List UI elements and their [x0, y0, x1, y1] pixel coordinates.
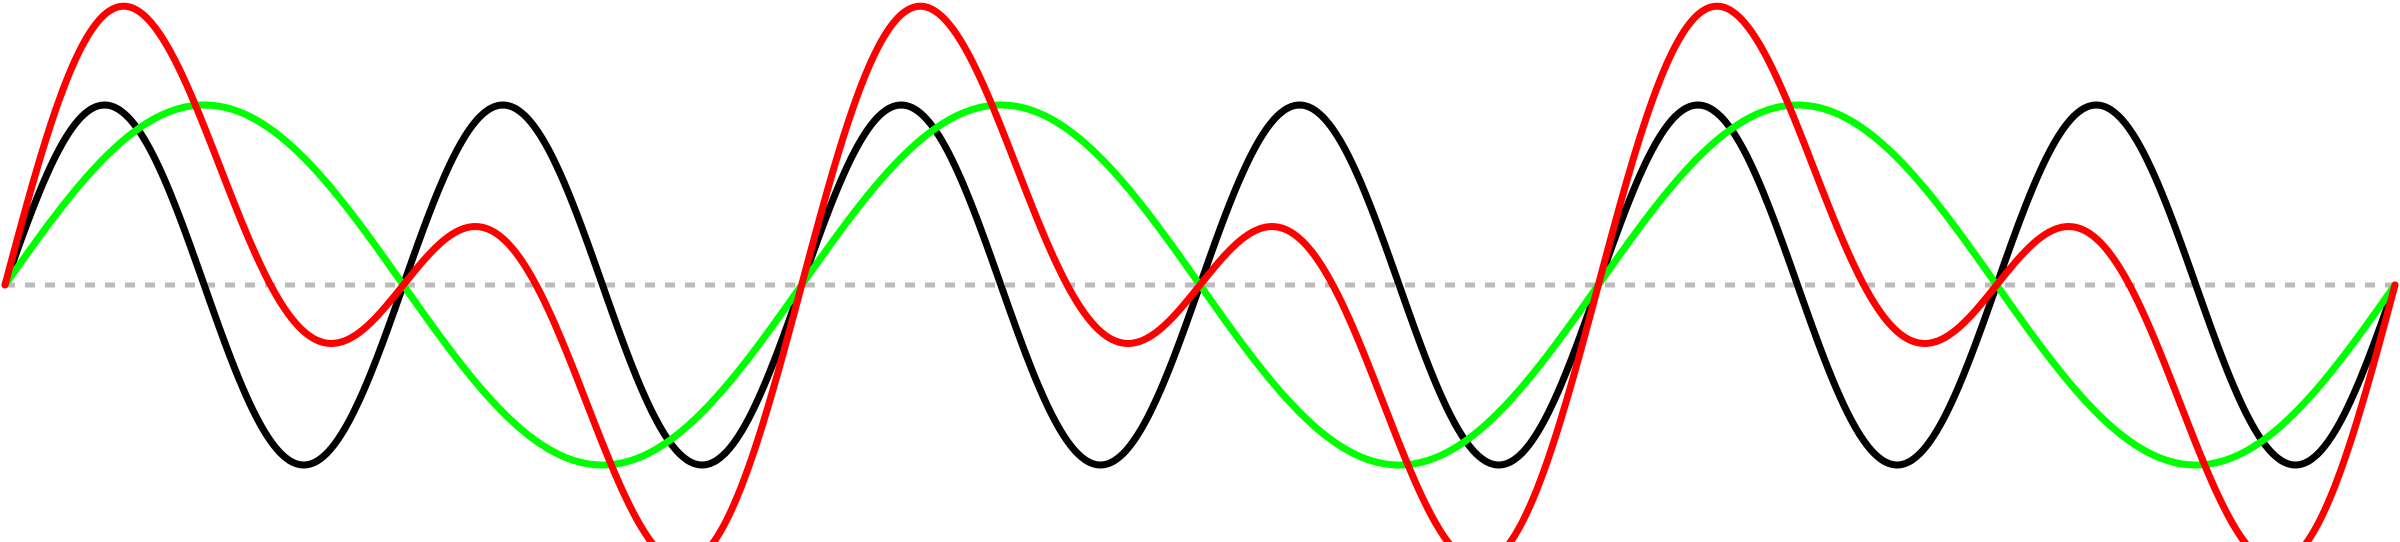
waveform-diagram [1, 2, 2399, 542]
series-layer [1, 2, 2399, 542]
series-line-sum [1, 2, 2399, 542]
